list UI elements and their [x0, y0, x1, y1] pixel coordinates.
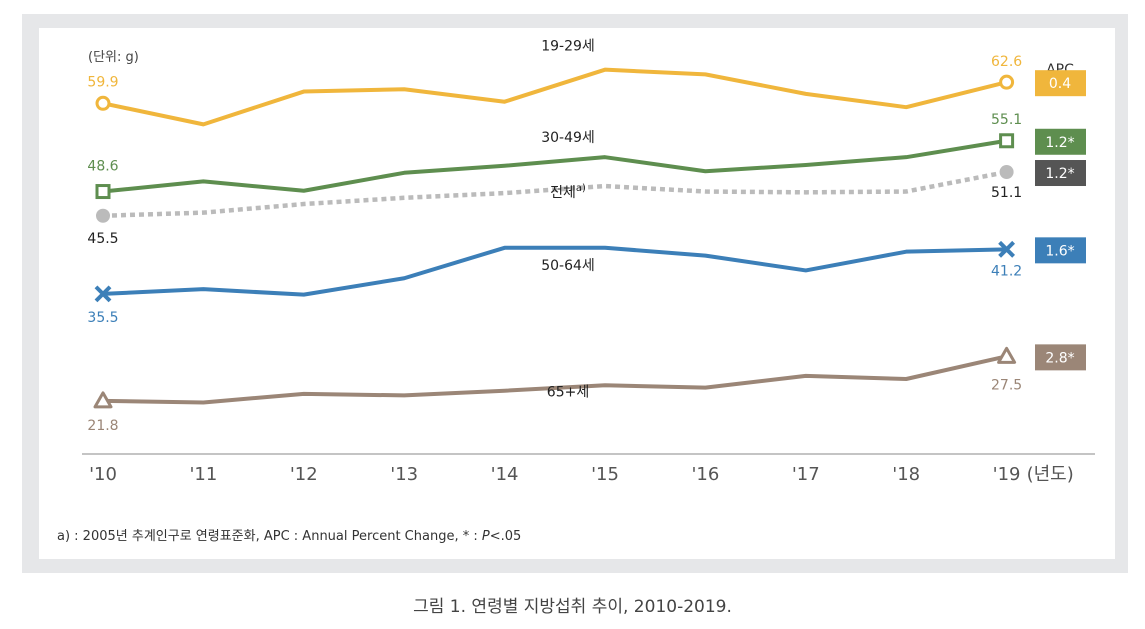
figure-caption: 그림 1. 연령별 지방섭취 추이, 2010-2019. — [413, 597, 732, 617]
apc-badge-total — [1035, 160, 1086, 187]
apc-value-total: 1.2* — [1045, 166, 1074, 182]
series-name-30-49: 30-49세 — [541, 130, 595, 146]
series-line-30-49 — [102, 138, 1007, 194]
x-tick-label: '18 — [892, 464, 920, 485]
footnote-p: P — [481, 529, 490, 544]
apc-badge-19-29 — [1035, 70, 1086, 97]
end-value-30-49: 55.1 — [991, 112, 1022, 128]
marker-30-49-start — [95, 184, 111, 200]
apc-badge-65plus — [1035, 344, 1086, 371]
marker-50-64-end — [998, 240, 1016, 258]
x-tick-label: '10 — [89, 464, 117, 485]
end-value-65plus: 27.5 — [991, 377, 1022, 393]
marker-65plus-start — [93, 391, 113, 409]
end-value-50-64: 41.2 — [991, 263, 1022, 279]
series-name-total: 전체a) — [550, 183, 586, 201]
series-name-50-64: 50-64세 — [541, 258, 595, 274]
apc-value-19-29: 0.4 — [1049, 76, 1071, 92]
series-name-19-29: 19-29세 — [541, 39, 595, 55]
series-line-total — [102, 169, 1008, 219]
marker-total-start — [96, 208, 110, 223]
unit-label: (단위: g) — [88, 50, 139, 65]
start-value-65plus: 21.8 — [87, 418, 118, 434]
series-line-50-64 — [102, 245, 1007, 297]
x-tick-label: '19 — [993, 464, 1021, 485]
marker-30-49-end — [999, 133, 1015, 149]
series-name-65plus: 65+세 — [547, 384, 589, 400]
x-tick-label: '14 — [491, 464, 519, 485]
footnote: a) : 2005년 추계인구로 연령표준화, APC : Annual Per… — [57, 525, 521, 544]
apc-badge-30-49 — [1035, 128, 1086, 155]
footnote-text: a) : 2005년 추계인구로 연령표준화, APC : Annual Per… — [57, 529, 482, 544]
apc-value-30-49: 1.2* — [1045, 135, 1074, 151]
start-value-30-49: 48.6 — [87, 159, 118, 175]
marker-total-end — [999, 165, 1014, 180]
marker-50-64-start — [94, 285, 112, 303]
end-value-total: 51.1 — [991, 185, 1022, 201]
marker-65plus-end — [997, 346, 1017, 364]
marker-19-29-start — [95, 95, 111, 111]
apc-value-50-64: 1.6* — [1045, 243, 1074, 259]
start-value-total: 45.5 — [87, 231, 118, 247]
x-tick-label: '12 — [290, 464, 318, 485]
x-tick-label: '16 — [691, 464, 719, 485]
marker-19-29-end — [999, 74, 1015, 90]
x-unit-label: (년도) — [1027, 464, 1074, 485]
x-tick-label: '17 — [792, 464, 820, 485]
end-value-19-29: 62.6 — [991, 54, 1022, 70]
x-tick-label: '13 — [390, 464, 418, 485]
footnote-tail: <.05 — [489, 529, 522, 544]
apc-badge-50-64 — [1035, 237, 1086, 264]
series-line-65plus — [102, 354, 1008, 405]
series-name-sup: a) — [576, 183, 586, 194]
start-value-50-64: 35.5 — [87, 310, 118, 326]
apc-value-65plus: 2.8* — [1045, 350, 1074, 366]
x-tick-label: '11 — [189, 464, 217, 485]
start-value-19-29: 59.9 — [87, 74, 118, 90]
x-tick-label: '15 — [591, 464, 619, 485]
chart-panel — [39, 28, 1115, 559]
series-line-19-29 — [102, 67, 1008, 127]
